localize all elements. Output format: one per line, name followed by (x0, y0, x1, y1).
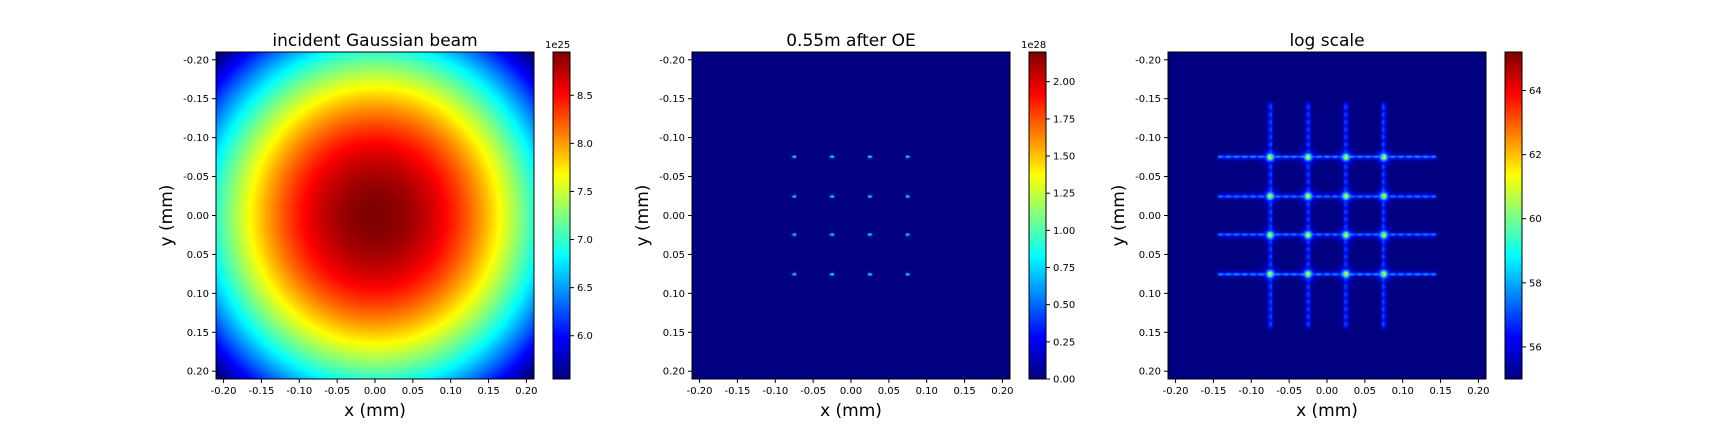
y-tick-label: 0.05 (1139, 250, 1161, 261)
colorbar-tick-label: 6.5 (577, 283, 593, 294)
colorbar-tick-label: 1.00 (1053, 226, 1075, 237)
colorbar-frame (1504, 51, 1523, 380)
x-tick-label: 0.20 (515, 386, 537, 397)
y-tick-label: -0.10 (1135, 133, 1161, 144)
y-axis-label: y (mm) (157, 185, 177, 247)
x-tick-label: 0.05 (402, 386, 424, 397)
x-tick-label: -0.10 (762, 386, 788, 397)
colorbar-tick-label: 0.75 (1053, 263, 1075, 274)
colorbar-tick-label: 8.5 (577, 91, 593, 102)
colorbar-tick-label: 1.75 (1053, 114, 1075, 125)
y-tick-label: -0.15 (183, 94, 209, 105)
x-tick-label: 0.15 (477, 386, 499, 397)
y-tick-label: 0.15 (663, 328, 685, 339)
y-axis-label: y (mm) (1109, 185, 1129, 247)
x-tick-label: 0.10 (916, 386, 938, 397)
x-tick-label: -0.15 (248, 386, 274, 397)
x-tick-label: -0.20 (1163, 386, 1189, 397)
y-tick-label: -0.05 (183, 172, 209, 183)
x-tick-label: 0.00 (364, 386, 386, 397)
y-tick-label: -0.05 (1135, 172, 1161, 183)
colorbar-tick-label: 0.00 (1053, 375, 1075, 386)
colorbar-tick-label: 1.25 (1053, 189, 1075, 200)
panel-title: log scale (1289, 31, 1364, 51)
y-tick-label: 0.05 (663, 250, 685, 261)
colorbar-tick-label: 62 (1529, 150, 1542, 161)
y-tick-label: 0.00 (187, 211, 209, 222)
colorbar-tick-label: 6.0 (577, 331, 593, 342)
colorbar-frame (552, 51, 571, 380)
y-tick-label: -0.15 (1135, 94, 1161, 105)
x-tick-label: 0.05 (1354, 386, 1376, 397)
heatmap-image (1168, 52, 1486, 379)
x-axis-label: x (mm) (1296, 401, 1358, 421)
y-tick-label: 0.05 (187, 250, 209, 261)
heatmap-image (216, 52, 534, 379)
x-axis-label: x (mm) (820, 401, 882, 421)
x-tick-label: 0.20 (1467, 386, 1489, 397)
panel-title: 0.55m after OE (786, 31, 916, 51)
x-tick-label: 0.15 (953, 386, 975, 397)
colorbar-frame (1028, 51, 1047, 380)
colorbar-tick-label: 8.0 (577, 139, 593, 150)
colorbar-tick-label: 1.50 (1053, 152, 1075, 163)
x-tick-label: 0.00 (840, 386, 862, 397)
colorbar-tick-label: 0.50 (1053, 300, 1075, 311)
y-tick-label: 0.20 (663, 367, 685, 378)
panel-title: incident Gaussian beam (272, 31, 477, 51)
y-tick-label: -0.15 (659, 94, 685, 105)
y-tick-label: -0.10 (659, 133, 685, 144)
colorbar-tick-label: 2.00 (1053, 77, 1075, 88)
y-tick-label: -0.20 (1135, 55, 1161, 66)
x-tick-label: -0.10 (286, 386, 312, 397)
x-axis-label: x (mm) (344, 401, 406, 421)
y-tick-label: 0.15 (1139, 328, 1161, 339)
panel-3: -0.20 -0.15 -0.10 -0.05 0.00 0.05 0.10 0.15 0.20… (1109, 31, 1542, 421)
y-tick-label: -0.10 (183, 133, 209, 144)
y-tick-label: 0.20 (187, 367, 209, 378)
colorbar-tick-label: 7.0 (577, 235, 593, 246)
panel-1: -0.20 -0.15 -0.10 -0.05 0.00 0.05 0.10 0.15 0.20… (157, 31, 593, 421)
y-axis-label: y (mm) (633, 185, 653, 247)
x-tick-label: -0.05 (1276, 386, 1302, 397)
x-tick-label: -0.05 (324, 386, 350, 397)
y-tick-label: 0.00 (1139, 211, 1161, 222)
y-tick-label: 0.10 (187, 289, 209, 300)
y-tick-label: -0.05 (659, 172, 685, 183)
colorbar-tick-label: 56 (1529, 342, 1542, 353)
x-tick-label: 0.20 (991, 386, 1013, 397)
x-tick-label: -0.10 (1238, 386, 1264, 397)
colorbar-exponent: 1e28 (1021, 40, 1046, 51)
heatmap-image (692, 52, 1010, 379)
x-tick-label: 0.10 (1392, 386, 1414, 397)
y-tick-label: 0.20 (1139, 367, 1161, 378)
x-tick-label: 0.15 (1429, 386, 1451, 397)
y-tick-label: 0.10 (663, 289, 685, 300)
colorbar (1505, 52, 1522, 379)
colorbar-tick-label: 0.25 (1053, 337, 1075, 348)
x-tick-label: 0.00 (1316, 386, 1338, 397)
colorbar (1029, 52, 1046, 379)
x-tick-label: -0.05 (800, 386, 826, 397)
y-tick-label: 0.00 (663, 211, 685, 222)
colorbar-tick-label: 58 (1529, 278, 1542, 289)
colorbar-tick-label: 64 (1529, 86, 1542, 97)
y-tick-label: -0.20 (183, 55, 209, 66)
colorbar (553, 52, 570, 379)
x-tick-label: -0.20 (211, 386, 237, 397)
x-tick-label: -0.20 (687, 386, 713, 397)
x-tick-label: -0.15 (1200, 386, 1226, 397)
x-tick-label: 0.10 (440, 386, 462, 397)
colorbar-exponent: 1e25 (545, 40, 570, 51)
x-tick-label: -0.15 (724, 386, 750, 397)
colorbar-tick-label: 7.5 (577, 187, 593, 198)
colorbar-tick-label: 60 (1529, 214, 1542, 225)
x-tick-label: 0.05 (878, 386, 900, 397)
y-tick-label: 0.10 (1139, 289, 1161, 300)
panel-2: -0.20 -0.15 -0.10 -0.05 0.00 0.05 0.10 0.15 0.20… (633, 31, 1075, 421)
y-tick-label: 0.15 (187, 328, 209, 339)
y-tick-label: -0.20 (659, 55, 685, 66)
